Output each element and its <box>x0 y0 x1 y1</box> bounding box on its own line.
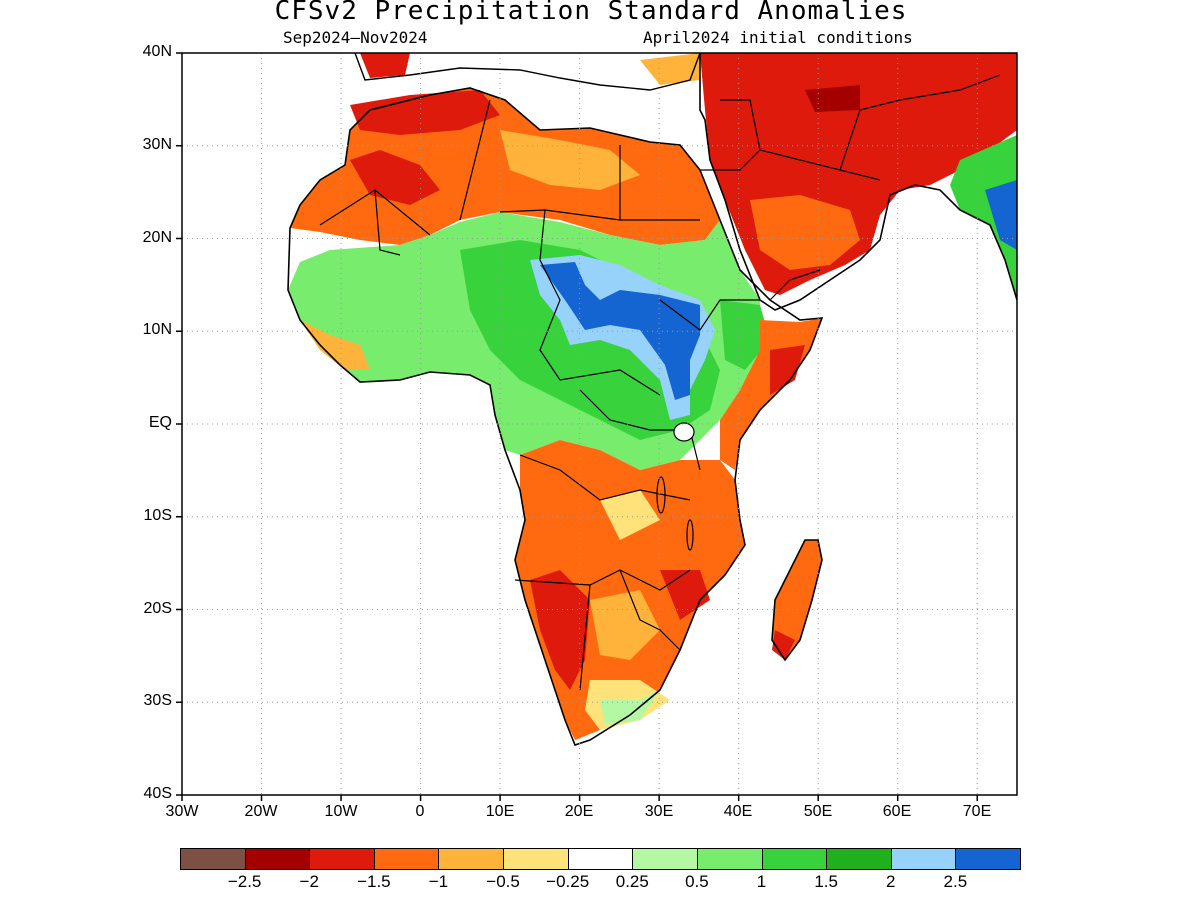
lon-label-60e: 60E <box>882 803 912 820</box>
colorbar-tick-label: −0.5 <box>486 872 520 891</box>
colorbar-swatch <box>696 848 763 870</box>
colorbar-tick-label: −0.25 <box>546 872 590 891</box>
colorbar-tick-label: 0.25 <box>615 872 649 891</box>
lon-label-20e: 20E <box>564 803 594 820</box>
colorbar-tick-label: −2 <box>299 872 319 891</box>
lat-label-20n: 20N <box>142 229 172 246</box>
south-sudan-extreme-wet <box>540 262 700 400</box>
arabia-coastline <box>699 53 1017 311</box>
colorbar-swatch <box>438 848 505 870</box>
colorbar-tick-label: −2.5 <box>227 872 262 891</box>
madagascar-south-deficit <box>772 630 795 660</box>
lat-label-30n: 30N <box>142 136 172 153</box>
initial-conditions: April2024 initial conditions <box>643 28 913 47</box>
libya-egypt-deficit <box>500 130 640 190</box>
zambia-near-normal <box>600 490 660 540</box>
europe-coastline <box>354 53 701 91</box>
lake-malawi <box>686 519 694 551</box>
country-borders <box>319 74 1001 691</box>
lat-label-eq: EQ <box>148 414 172 431</box>
lon-label-30e: 30E <box>644 803 674 820</box>
colorbar-swatch <box>632 848 698 870</box>
lake-tanganyika <box>656 476 666 514</box>
lat-label-30s: 30S <box>143 692 172 709</box>
map-gridlines <box>182 53 1017 795</box>
arabia-moderate-deficit <box>750 195 860 270</box>
colorbar-swatch <box>761 848 828 870</box>
lon-label-20w: 20W <box>244 803 278 820</box>
lat-label-10n: 10N <box>142 321 172 338</box>
lon-label-70e: 70E <box>962 803 992 820</box>
lat-label-10s: 10S <box>143 507 172 524</box>
east-africa-highlands-wet <box>720 300 770 370</box>
axis-ticks <box>176 52 978 801</box>
africa-coastline <box>287 87 824 746</box>
europe-dry-anomaly <box>360 53 410 78</box>
lat-label-20s: 20S <box>143 600 172 617</box>
lon-label-50e: 50E <box>803 803 833 820</box>
lon-label-10e: 10E <box>485 803 515 820</box>
colorbar-swatch <box>890 848 957 870</box>
colorbar-swatch <box>955 848 1021 870</box>
colorbar-tick-label: 1.5 <box>814 872 838 891</box>
botswana-mild-deficit <box>590 590 660 660</box>
lake-victoria <box>673 422 695 442</box>
colorbar-swatch <box>309 848 375 870</box>
colorbar-swatch <box>373 848 440 870</box>
angola-namibia-deficit <box>530 570 590 690</box>
colorbar-tick-label: 2.5 <box>943 872 968 891</box>
cape-wet-patch <box>600 690 660 725</box>
gulf-guinea-dry-patch <box>300 320 370 370</box>
india-west-coast-wet <box>985 180 1017 250</box>
colorbar-swatch <box>180 848 246 870</box>
mediterranean-east-anomaly <box>640 53 700 85</box>
lat-label-40s: 40S <box>143 785 172 802</box>
lon-label-10w: 10W <box>324 803 358 820</box>
madagascar-coastline <box>771 539 823 662</box>
chart-title: CFSv2 Precipitation Standard Anomalies <box>274 0 908 26</box>
somalia-dry-core <box>770 345 805 395</box>
colorbar-tick-label: 2 <box>886 872 896 891</box>
colorbar-tick-label: −1 <box>428 872 449 891</box>
colorbar-swatch <box>503 848 569 870</box>
lon-label-30w: 30W <box>165 803 199 820</box>
lon-label-40e: 40E <box>723 803 753 820</box>
arabian-sea-wet-anomaly <box>950 135 1017 300</box>
lon-label-0: 0 <box>415 803 425 820</box>
lat-label-40n: 40N <box>142 43 172 60</box>
maghreb-deficit <box>350 90 500 135</box>
colorbar-tick-label: −1.5 <box>357 872 391 891</box>
forecast-period: Sep2024–Nov2024 <box>283 28 428 47</box>
colorbar-swatch <box>567 848 634 870</box>
madagascar-dry-anomaly <box>772 540 822 660</box>
colorbar-tick-label: 0.5 <box>685 872 709 891</box>
iran-strong-deficit <box>805 85 860 112</box>
colorbar-tick-label: 1 <box>756 872 767 891</box>
colorbar-swatch <box>826 848 892 870</box>
colorbar-swatch <box>244 848 311 870</box>
